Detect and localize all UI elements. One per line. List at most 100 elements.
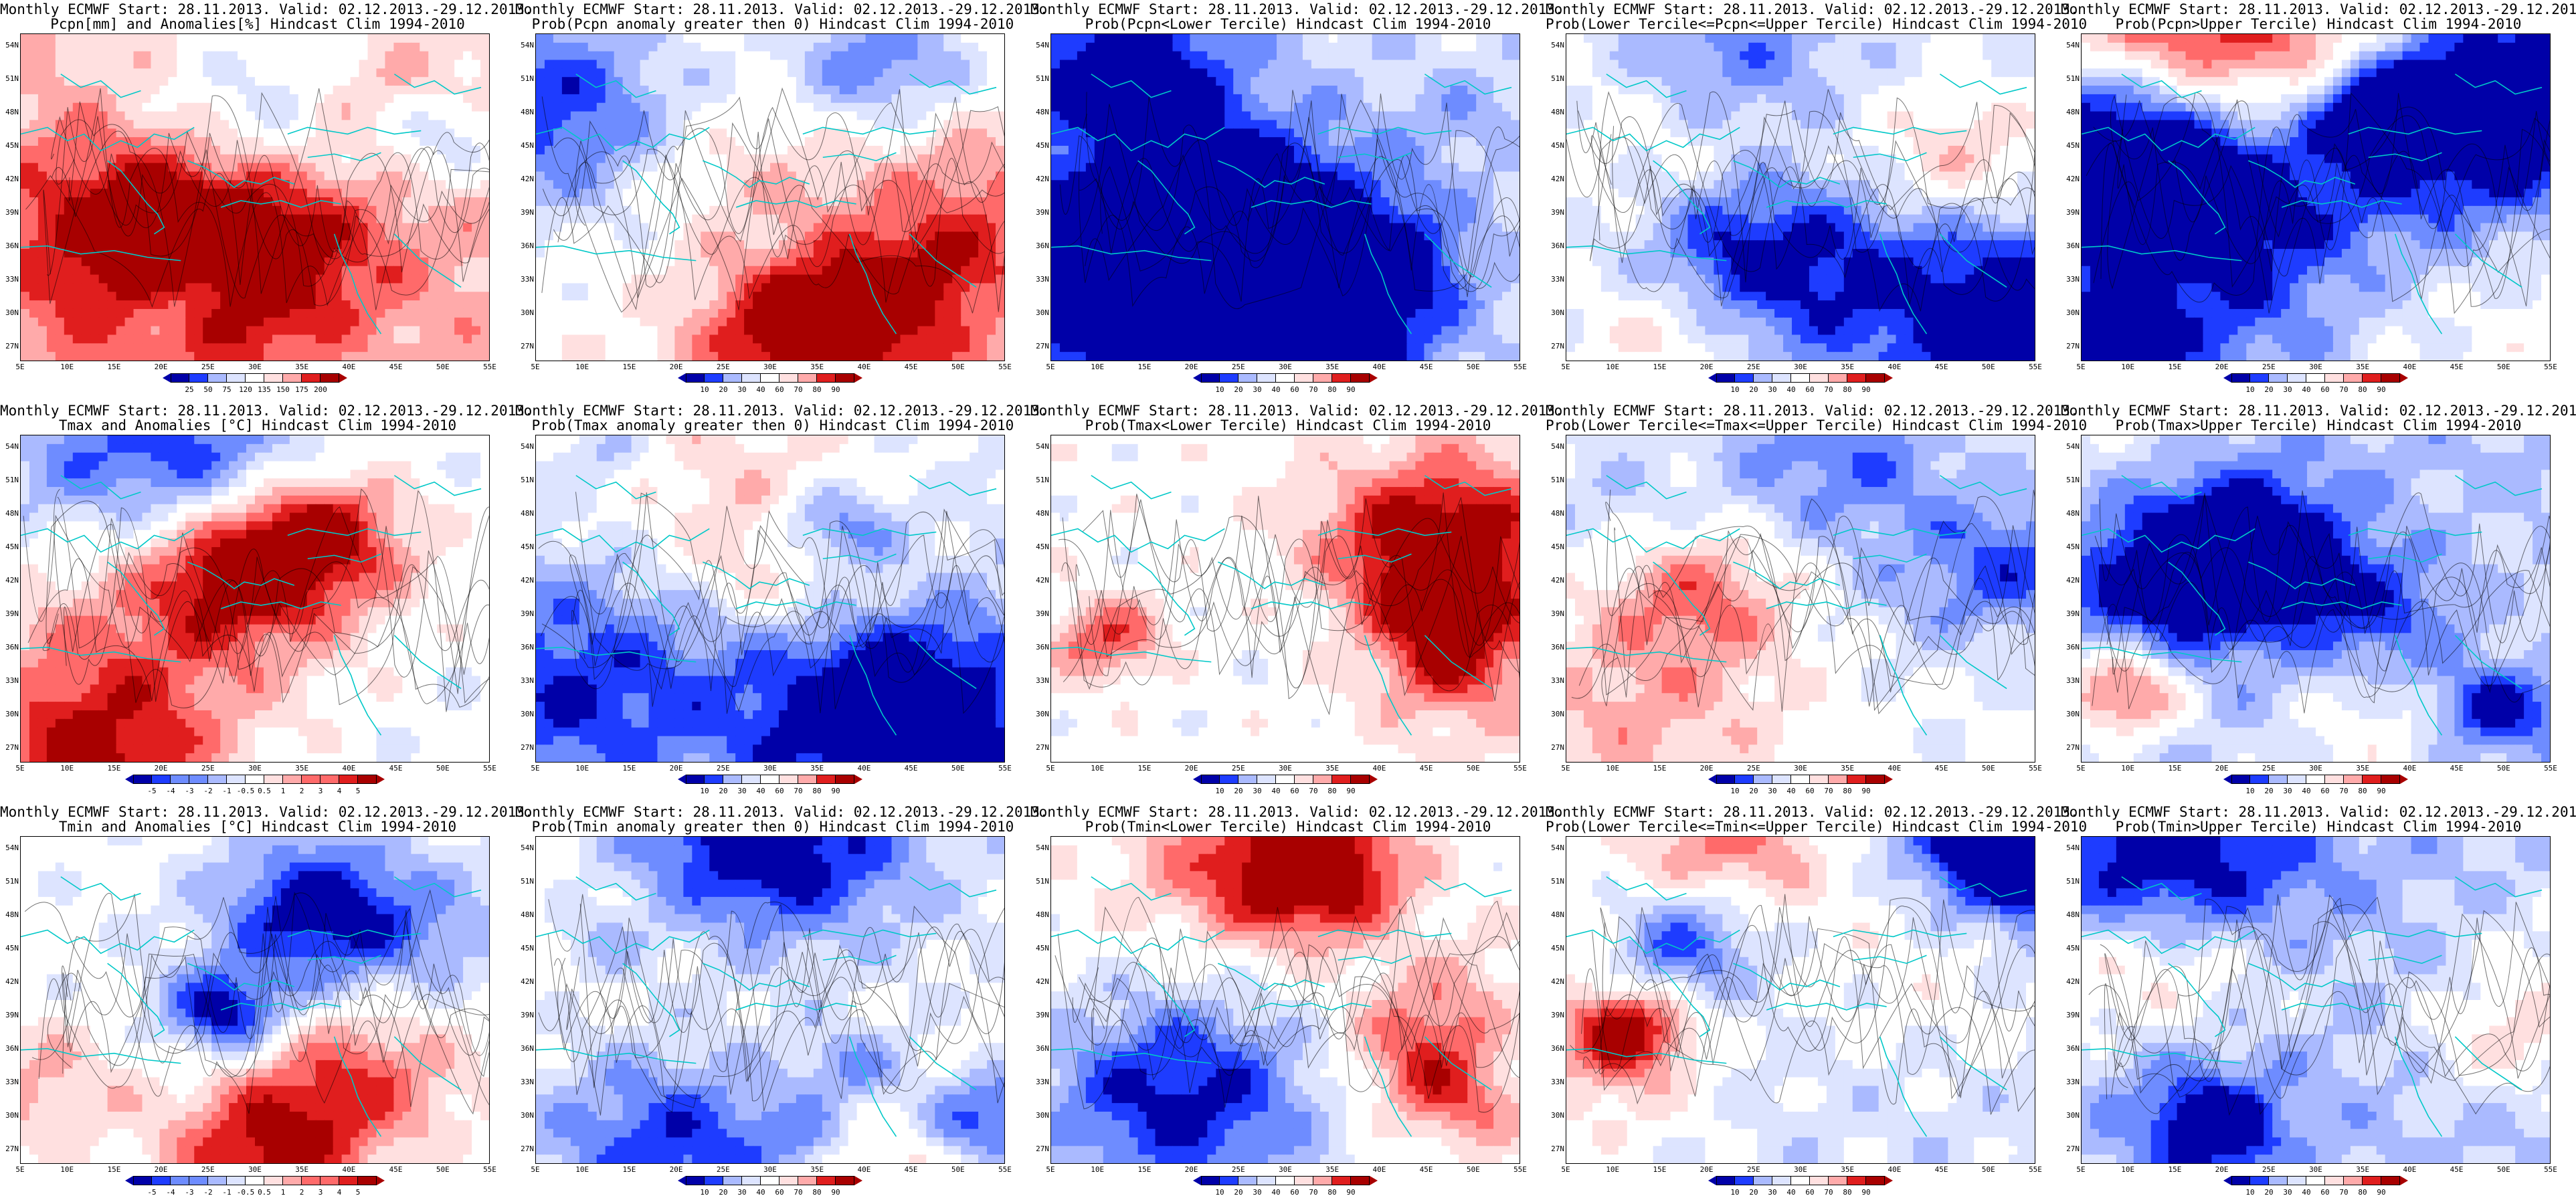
field-cell bbox=[1164, 128, 1174, 138]
field-cell bbox=[289, 352, 299, 361]
field-cell bbox=[1164, 86, 1174, 95]
field-cell bbox=[1077, 94, 1087, 104]
field-cell bbox=[709, 274, 719, 284]
field-cell bbox=[1389, 111, 1399, 121]
field-cell bbox=[1459, 94, 1468, 104]
field-cell bbox=[770, 102, 779, 112]
field-cell bbox=[211, 102, 221, 112]
field-cell bbox=[46, 77, 56, 86]
field-cell bbox=[263, 231, 273, 241]
field-cell bbox=[116, 111, 126, 121]
field-cell bbox=[376, 308, 386, 318]
field-cell bbox=[133, 34, 143, 43]
field-cell bbox=[1094, 34, 1104, 43]
coastline bbox=[107, 160, 165, 235]
field-cell bbox=[324, 205, 334, 215]
field-cell bbox=[987, 352, 996, 361]
field-cell bbox=[839, 154, 849, 164]
field-cell bbox=[168, 334, 177, 344]
field-cell bbox=[203, 231, 212, 241]
field-cell bbox=[333, 300, 343, 310]
field-cell bbox=[107, 223, 117, 232]
field-cell bbox=[666, 180, 676, 189]
map-plot bbox=[20, 33, 490, 361]
field-cell bbox=[996, 240, 1004, 249]
colorbar-label: 70 bbox=[785, 385, 812, 394]
field-cell bbox=[848, 326, 858, 336]
field-cell bbox=[1181, 94, 1191, 104]
field-cell bbox=[393, 145, 403, 155]
field-cell bbox=[935, 352, 944, 361]
field-cell bbox=[605, 111, 615, 121]
field-cell bbox=[1111, 42, 1121, 52]
field-cell bbox=[350, 292, 360, 301]
field-cell bbox=[98, 223, 108, 232]
field-cell bbox=[315, 292, 325, 301]
field-cell bbox=[1433, 34, 1442, 43]
field-cell bbox=[255, 249, 264, 258]
field-cell bbox=[81, 334, 91, 344]
field-cell bbox=[701, 352, 710, 361]
field-cell bbox=[255, 102, 264, 112]
field-cell bbox=[55, 102, 65, 112]
field-cell bbox=[1094, 128, 1104, 138]
field-cell bbox=[1476, 42, 1485, 52]
field-cell bbox=[536, 137, 545, 146]
field-cell bbox=[29, 257, 39, 267]
field-cell bbox=[1233, 34, 1243, 43]
field-cell bbox=[411, 249, 420, 258]
field-cell bbox=[813, 137, 823, 146]
colorbar-label: 90 bbox=[822, 385, 849, 394]
field-cell bbox=[255, 205, 264, 215]
field-cell bbox=[1511, 77, 1520, 86]
field-cell bbox=[718, 34, 727, 43]
field-cell bbox=[437, 137, 446, 146]
field-cell bbox=[81, 308, 91, 318]
field-cell bbox=[744, 102, 753, 112]
field-cell bbox=[804, 334, 814, 344]
field-cell bbox=[943, 257, 953, 267]
field-cell bbox=[1406, 77, 1416, 86]
field-cell bbox=[1467, 77, 1477, 86]
field-cell bbox=[587, 334, 597, 344]
field-cell bbox=[1111, 86, 1121, 95]
field-cell bbox=[753, 231, 762, 241]
field-cell bbox=[437, 223, 446, 232]
field-cell bbox=[1363, 86, 1373, 95]
field-cell bbox=[961, 292, 970, 301]
field-cell bbox=[437, 163, 446, 173]
field-cell bbox=[376, 317, 386, 327]
field-cell bbox=[813, 68, 823, 78]
field-cell bbox=[735, 326, 745, 336]
field-cell bbox=[350, 86, 360, 95]
field-cell bbox=[29, 317, 39, 327]
field-cell bbox=[622, 60, 632, 69]
field-cell bbox=[246, 334, 256, 344]
field-cell bbox=[1190, 77, 1199, 86]
field-cell bbox=[1198, 60, 1208, 69]
field-cell bbox=[420, 334, 429, 344]
field-cell bbox=[761, 171, 771, 181]
field-cell bbox=[587, 94, 597, 104]
field-cell bbox=[359, 42, 369, 52]
field-cell bbox=[255, 257, 264, 267]
field-cell bbox=[744, 60, 753, 69]
colorbar-swatch bbox=[836, 373, 854, 383]
field-cell bbox=[185, 223, 195, 232]
field-cell bbox=[970, 111, 979, 121]
field-cell bbox=[848, 120, 858, 129]
field-cell bbox=[883, 34, 893, 43]
field-cell bbox=[891, 300, 901, 310]
field-cell bbox=[411, 180, 420, 189]
field-cell bbox=[1259, 128, 1269, 138]
field-cell bbox=[648, 111, 658, 121]
field-cell bbox=[37, 51, 48, 61]
field-cell bbox=[437, 171, 446, 181]
field-cell bbox=[1172, 145, 1182, 155]
field-cell bbox=[21, 137, 30, 146]
field-cell bbox=[753, 60, 762, 69]
field-cell bbox=[787, 102, 797, 112]
field-cell bbox=[107, 300, 117, 310]
field-cell bbox=[46, 120, 56, 129]
field-cell bbox=[961, 163, 970, 173]
